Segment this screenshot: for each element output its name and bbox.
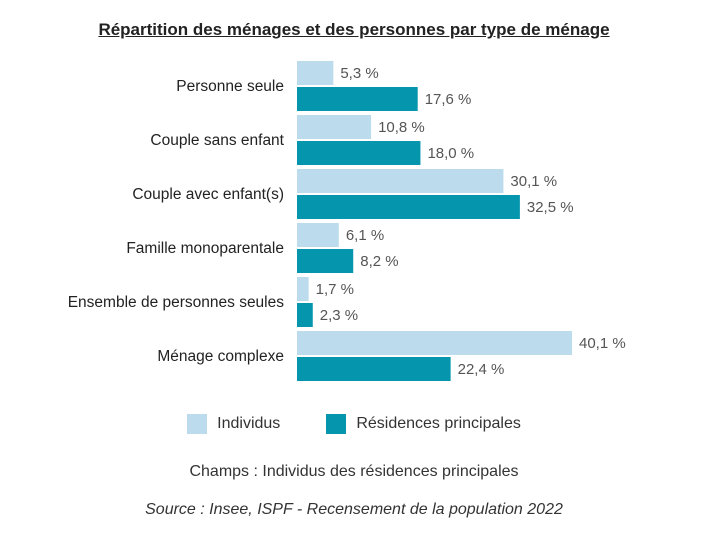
bar-individus-personne-seule (297, 61, 334, 85)
bar-residences-principales-famille-monoparentale (297, 249, 354, 273)
chart-source: Source : Insee, ISPF - Recensement de la… (145, 501, 563, 518)
data-label-individus-couple-avec-enfant-s: 30,1 % (510, 173, 557, 190)
data-label-residences-principales-ensemble-de-personnes-seules: 2,3 % (320, 307, 358, 324)
data-label-residences-principales-personne-seule: 17,6 % (425, 91, 472, 108)
bar-chart-plot: Personne seule 5,3 % 17,6 % Couple sans enf… (68, 61, 626, 381)
chart-title: Répartition des ménages et des personnes… (98, 20, 610, 39)
legend: Individus Résidences principales (0, 414, 708, 434)
category-label-personne-seule: Personne seule (176, 78, 284, 95)
bar-residences-principales-couple-sans-enfant (297, 141, 421, 165)
data-label-individus-ensemble-de-personnes-seules: 1,7 % (316, 281, 354, 298)
bar-residences-principales-couple-avec-enfant-s (297, 195, 520, 219)
data-label-individus-famille-monoparentale: 6,1 % (346, 227, 384, 244)
data-label-residences-principales-couple-sans-enfant: 18,0 % (427, 145, 474, 162)
legend-swatch-individus (187, 414, 208, 434)
legend-swatch-residences-principales (326, 414, 347, 434)
category-label-ensemble-de-personnes-seules: Ensemble de personnes seules (68, 294, 285, 311)
data-label-individus-menage-complexe: 40,1 % (579, 335, 626, 352)
data-label-residences-principales-menage-complexe: 22,4 % (458, 361, 505, 378)
legend-item-residences-principales: Résidences principales (326, 414, 521, 434)
bar-residences-principales-ensemble-de-personnes-seules (297, 303, 313, 327)
data-label-residences-principales-couple-avec-enfant-s: 32,5 % (527, 199, 574, 216)
bar-individus-menage-complexe (297, 331, 572, 355)
category-label-menage-complexe: Ménage complexe (157, 348, 284, 365)
bar-individus-couple-avec-enfant-s (297, 169, 504, 193)
category-label-couple-avec-enfant-s: Couple avec enfant(s) (132, 186, 284, 203)
bar-individus-couple-sans-enfant (297, 115, 372, 139)
bar-individus-famille-monoparentale (297, 223, 339, 247)
category-label-famille-monoparentale: Famille monoparentale (126, 240, 284, 257)
data-label-individus-personne-seule: 5,3 % (340, 65, 378, 82)
legend-item-individus: Individus (187, 414, 280, 434)
data-label-residences-principales-famille-monoparentale: 8,2 % (360, 253, 398, 270)
data-label-individus-couple-sans-enfant: 10,8 % (378, 119, 425, 136)
bar-residences-principales-menage-complexe (297, 357, 451, 381)
bar-individus-ensemble-de-personnes-seules (297, 277, 309, 301)
chart-note: Champs : Individus des résidences princi… (189, 463, 519, 480)
legend-label-individus: Individus (217, 415, 281, 432)
legend-label-residences-principales: Résidences principales (356, 415, 521, 432)
bar-residences-principales-personne-seule (297, 87, 418, 111)
category-label-couple-sans-enfant: Couple sans enfant (150, 132, 284, 149)
